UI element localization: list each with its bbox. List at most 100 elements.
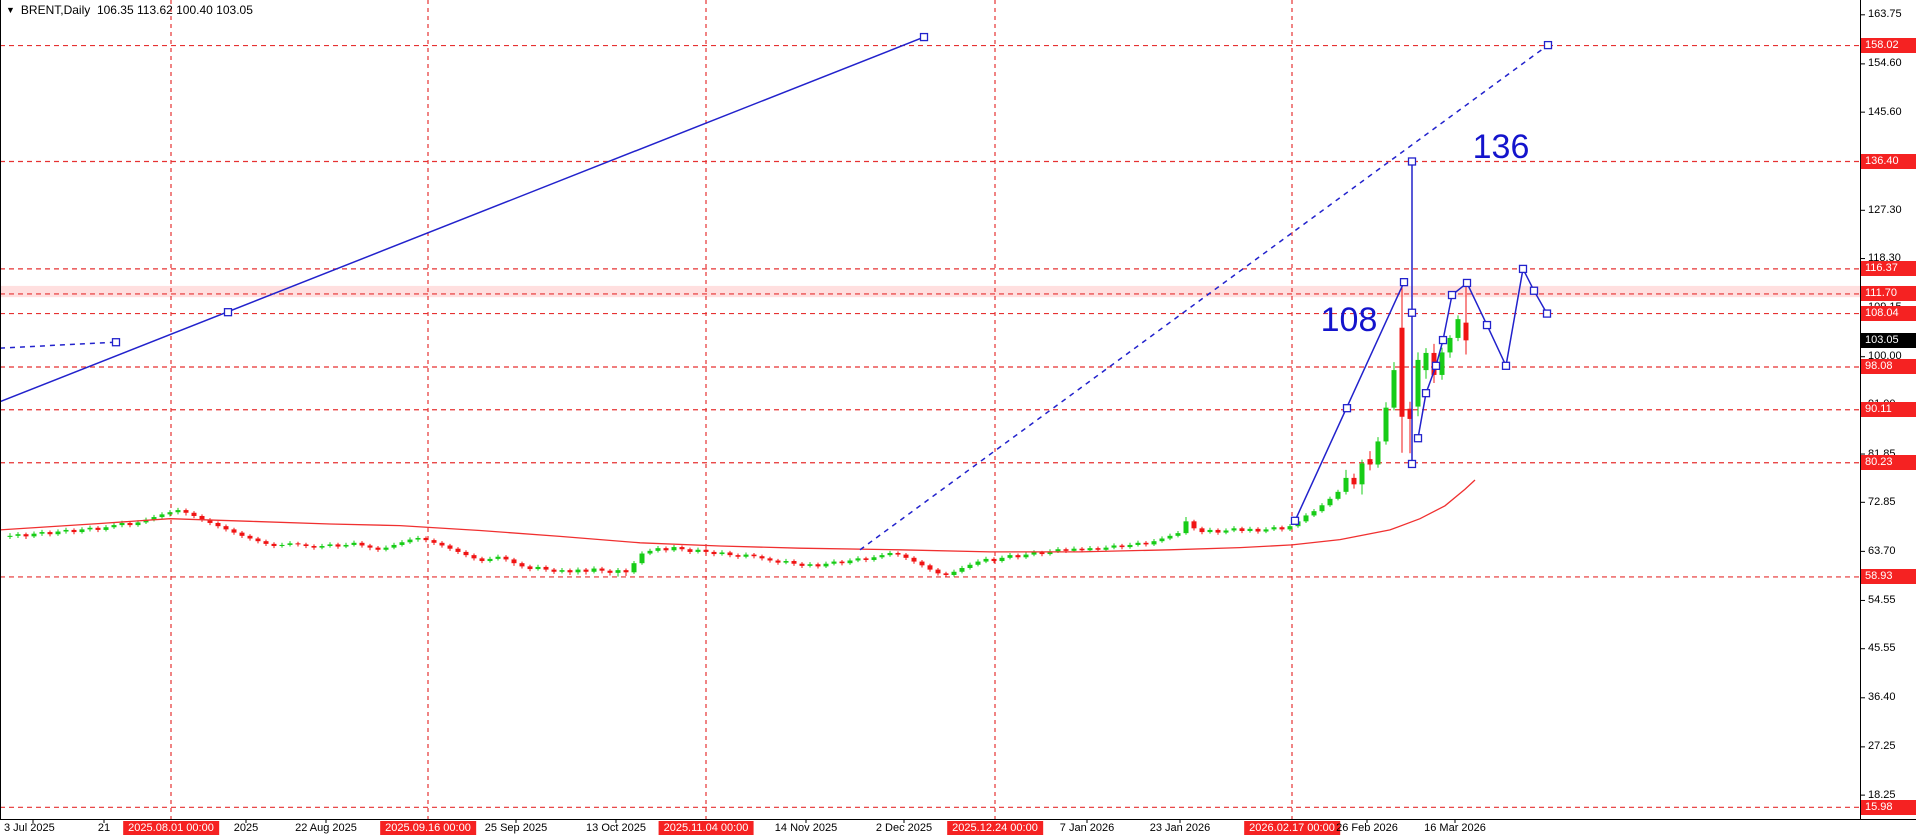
symbol-title: ▼ BRENT,Daily 106.35 113.62 100.40 103.05 bbox=[6, 3, 253, 17]
projection-vertical-node[interactable] bbox=[1407, 459, 1417, 469]
candle-body bbox=[1223, 530, 1229, 533]
impulse-line-node[interactable] bbox=[1290, 516, 1300, 525]
candle-body bbox=[943, 573, 949, 575]
long-dashed-trendline-node[interactable] bbox=[1543, 40, 1553, 50]
candle-body bbox=[495, 556, 501, 559]
candle-body bbox=[1447, 337, 1453, 353]
zigzag-forecast-node[interactable] bbox=[1518, 264, 1528, 274]
level-price-label: 98.08 bbox=[1861, 359, 1916, 375]
zigzag-forecast-node[interactable] bbox=[1501, 361, 1511, 370]
candle-body bbox=[319, 546, 325, 548]
candle-body bbox=[599, 568, 605, 571]
candle-body bbox=[1167, 535, 1173, 539]
date-tick-label: 13 Oct 2025 bbox=[586, 822, 646, 834]
left-trendline-node[interactable] bbox=[919, 32, 929, 42]
time-axis-line[interactable] bbox=[0, 819, 1916, 820]
zigzag-forecast-node[interactable] bbox=[1421, 389, 1431, 398]
date-tick bbox=[903, 819, 905, 823]
current-price-label: 103.05 bbox=[1861, 332, 1916, 348]
zigzag-forecast-node[interactable] bbox=[1482, 320, 1492, 330]
date-tick bbox=[1179, 819, 1181, 823]
candle-body bbox=[639, 553, 645, 564]
price-tick-label: 163.75 bbox=[1868, 8, 1902, 21]
candle-body bbox=[615, 570, 621, 573]
moving-average-line[interactable] bbox=[0, 479, 1476, 553]
vline-date-label: 2025.09.16 00:00 bbox=[380, 821, 476, 835]
candle-body bbox=[55, 531, 61, 535]
candle-body bbox=[543, 566, 549, 570]
level-price-label: 58.93 bbox=[1861, 569, 1916, 585]
candle-body bbox=[975, 561, 981, 565]
candle-body bbox=[871, 557, 877, 560]
candle-body bbox=[207, 519, 213, 523]
candle-body bbox=[951, 571, 957, 575]
short-dashed-line[interactable] bbox=[0, 341, 117, 349]
short-dashed-line-node[interactable] bbox=[111, 338, 121, 347]
left-trendline[interactable] bbox=[0, 36, 925, 403]
candle-body bbox=[823, 563, 829, 567]
price-axis-line[interactable] bbox=[1860, 0, 1861, 819]
annotation-108[interactable]: 108 bbox=[1321, 301, 1378, 339]
candle-body bbox=[591, 568, 597, 572]
candle-body bbox=[1375, 441, 1381, 465]
level-price-label: 136.40 bbox=[1861, 153, 1916, 169]
price-tick-label: 100.00 bbox=[1868, 350, 1902, 363]
candle-body bbox=[1279, 527, 1285, 530]
candle-body bbox=[783, 561, 789, 563]
candle-body bbox=[815, 564, 821, 567]
date-tick bbox=[515, 819, 517, 823]
annotation-136[interactable]: 136 bbox=[1473, 128, 1530, 166]
candle-body bbox=[919, 561, 925, 566]
candle-body bbox=[1127, 544, 1133, 548]
left-trendline-node[interactable] bbox=[223, 308, 233, 317]
zigzag-forecast-node[interactable] bbox=[1529, 286, 1539, 295]
candle-body bbox=[391, 544, 397, 548]
impulse-line-node[interactable] bbox=[1399, 278, 1409, 287]
candle-body bbox=[367, 545, 373, 548]
candle-body bbox=[399, 542, 405, 545]
zigzag-forecast-node[interactable] bbox=[1438, 335, 1448, 345]
zigzag-forecast-node[interactable] bbox=[1447, 290, 1457, 300]
candle-body bbox=[927, 565, 933, 570]
triangle-down-icon[interactable]: ▼ bbox=[6, 5, 15, 15]
candle-body bbox=[1063, 549, 1069, 551]
candle-body bbox=[1111, 545, 1117, 548]
candle-body bbox=[247, 535, 253, 539]
candle-body bbox=[775, 560, 781, 563]
candle-body bbox=[71, 529, 77, 533]
zigzag-forecast-node[interactable] bbox=[1542, 309, 1552, 318]
projection-vertical-node[interactable] bbox=[1407, 157, 1417, 166]
zigzag-forecast-node[interactable] bbox=[1431, 361, 1441, 370]
candle-body bbox=[631, 563, 637, 573]
zigzag-forecast-node[interactable] bbox=[1462, 278, 1472, 288]
impulse-line[interactable] bbox=[1294, 281, 1405, 522]
candle-body bbox=[1183, 521, 1189, 534]
candle-body bbox=[1135, 542, 1141, 545]
candle-body bbox=[1271, 527, 1277, 530]
projection-vertical-node[interactable] bbox=[1407, 308, 1417, 317]
candle-body bbox=[439, 542, 445, 546]
candle-body bbox=[1455, 319, 1461, 338]
date-tick bbox=[245, 819, 247, 823]
candle-body bbox=[767, 558, 773, 561]
candle-body bbox=[743, 554, 749, 557]
candle-body bbox=[1399, 327, 1405, 417]
zigzag-forecast-node[interactable] bbox=[1413, 434, 1423, 443]
candle-body bbox=[791, 561, 797, 564]
impulse-line-node[interactable] bbox=[1342, 404, 1352, 413]
candle-body bbox=[1287, 526, 1293, 530]
candle-body bbox=[215, 522, 221, 527]
candle-body bbox=[583, 569, 589, 572]
candle-body bbox=[679, 547, 685, 550]
candle-body bbox=[1383, 407, 1389, 442]
long-dashed-trendline[interactable] bbox=[859, 44, 1549, 551]
candle-body bbox=[39, 532, 45, 534]
candle-body bbox=[719, 552, 725, 555]
candle-body bbox=[503, 556, 509, 560]
candle-body bbox=[1463, 322, 1469, 341]
candle-body bbox=[1343, 477, 1349, 492]
candle-body bbox=[1143, 542, 1149, 545]
date-tick-label: 2025 bbox=[233, 822, 259, 834]
